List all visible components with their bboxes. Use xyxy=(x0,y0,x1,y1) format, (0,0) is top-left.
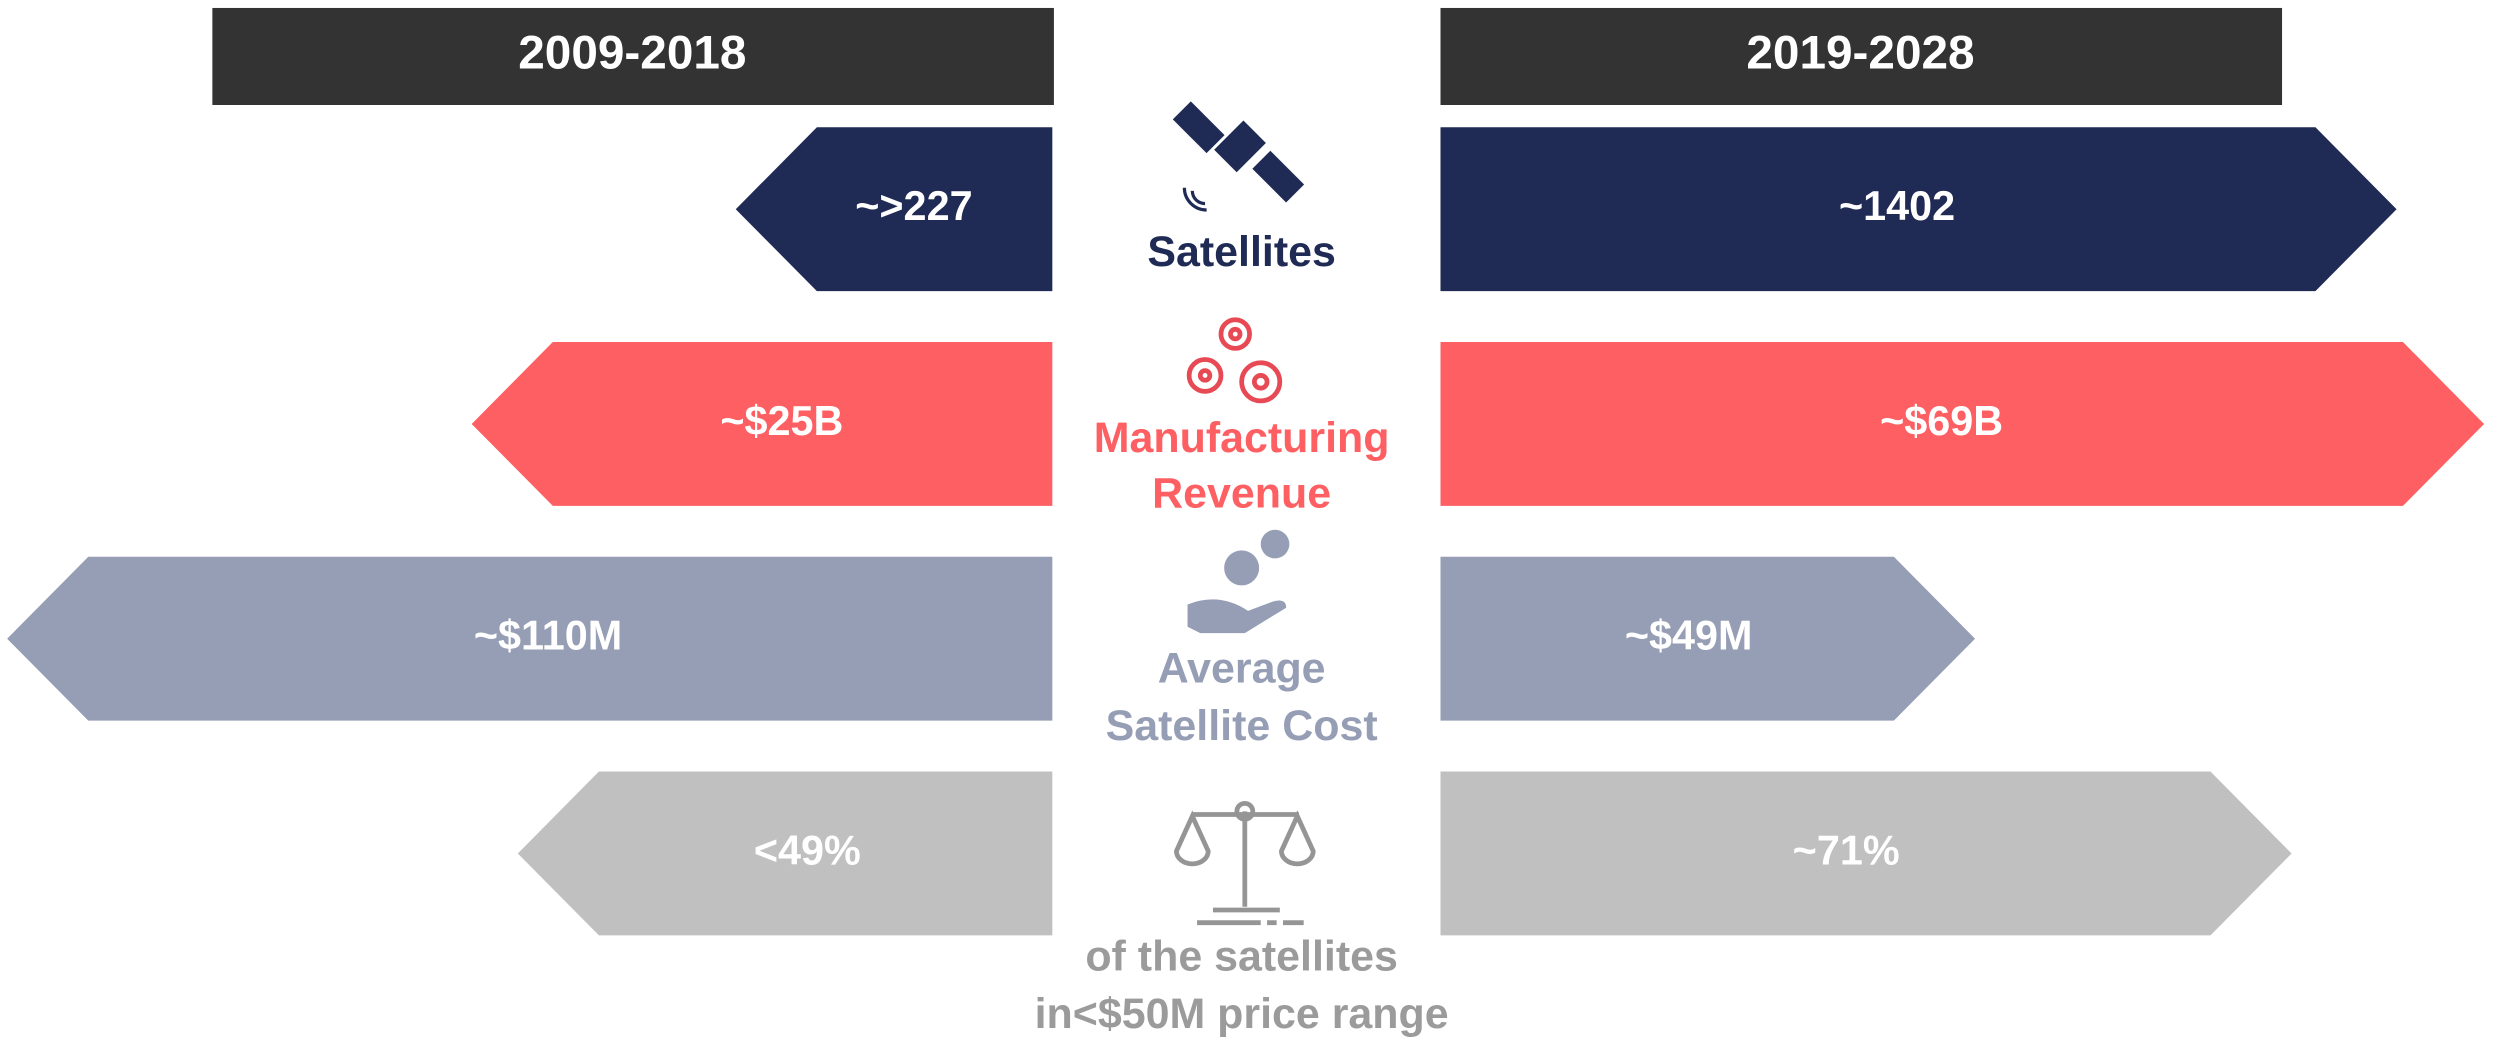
right-arrow xyxy=(1440,127,2397,292)
money-hand-icon xyxy=(1187,529,1290,634)
scale-icon xyxy=(1174,800,1316,926)
left-arrow xyxy=(735,127,1053,292)
row-label: of the satellites xyxy=(1085,933,1398,981)
header-bar xyxy=(1440,7,2283,105)
right-arrow xyxy=(1440,342,2485,506)
left-value: <49% xyxy=(754,827,861,873)
right-arrow xyxy=(1440,556,1976,721)
row-label: Revenue xyxy=(1152,470,1331,518)
header-text: 2019-2028 xyxy=(1746,26,1974,79)
row-label: Satellites xyxy=(1147,228,1336,276)
header-bar xyxy=(212,7,1054,105)
satellite-icon xyxy=(1172,101,1305,212)
header-text: 2009-2018 xyxy=(518,26,746,79)
row-label: Average xyxy=(1158,645,1326,693)
right-value: ~71% xyxy=(1793,827,1900,873)
left-value: ~$25B xyxy=(720,398,843,444)
right-value: ~$49M xyxy=(1625,613,1753,659)
right-value: ~1402 xyxy=(1839,183,1955,229)
row-label: Satellite Cost xyxy=(1106,702,1378,750)
right-arrow xyxy=(1440,771,2292,936)
row-label: in<$50M price range xyxy=(1035,990,1449,1038)
row-label: Manufacturing xyxy=(1094,414,1390,462)
left-arrow xyxy=(471,342,1053,506)
left-arrow xyxy=(7,556,1053,721)
left-value: ~>227 xyxy=(855,183,972,229)
right-value: ~$69B xyxy=(1880,398,2003,444)
left-arrow xyxy=(517,771,1053,936)
left-value: ~$110M xyxy=(474,613,622,659)
gears-icon xyxy=(1186,317,1283,404)
